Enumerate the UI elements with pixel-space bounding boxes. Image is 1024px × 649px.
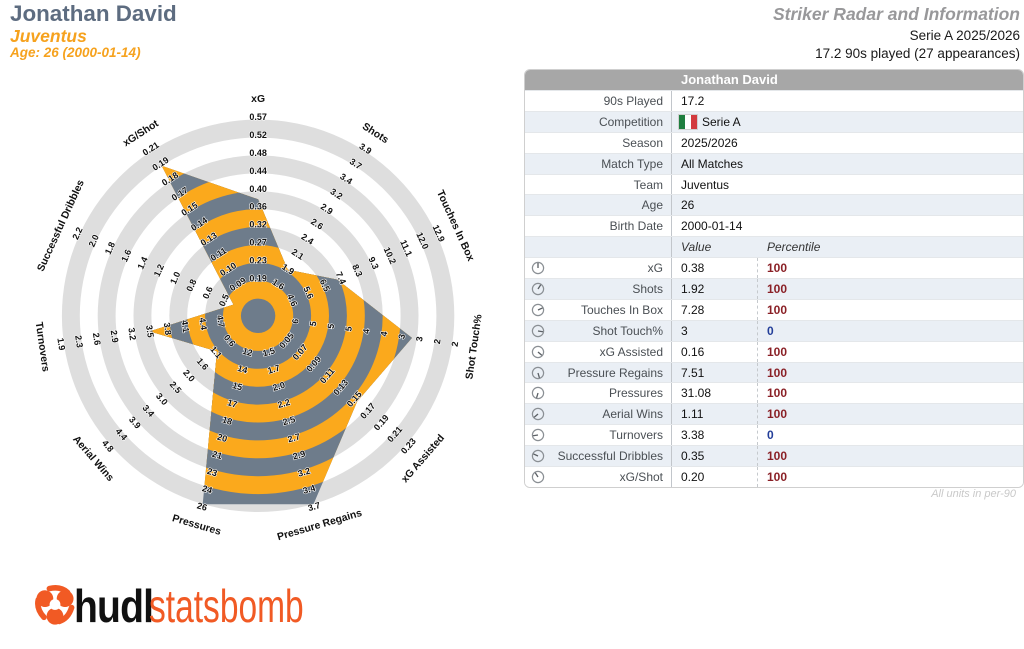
svg-text:3.2: 3.2 (297, 466, 312, 479)
svg-text:5: 5 (308, 321, 319, 327)
svg-text:1.9: 1.9 (55, 337, 67, 351)
svg-text:0.19: 0.19 (249, 273, 267, 283)
svg-text:0.32: 0.32 (249, 220, 267, 230)
svg-text:3.7: 3.7 (307, 500, 322, 513)
svg-text:12: 12 (241, 346, 253, 358)
svg-text:5: 5 (343, 326, 354, 332)
svg-text:4.7: 4.7 (215, 314, 227, 328)
svg-text:3.8: 3.8 (162, 322, 174, 336)
svg-text:2.6: 2.6 (91, 332, 103, 346)
svg-text:4.4: 4.4 (197, 317, 209, 331)
svg-text:Pressures: Pressures (171, 513, 223, 538)
svg-text:24: 24 (201, 483, 213, 495)
svg-text:17: 17 (226, 397, 238, 409)
svg-text:3: 3 (396, 333, 407, 339)
svg-text:0.52: 0.52 (249, 130, 267, 140)
svg-text:0.57: 0.57 (249, 112, 267, 122)
svg-text:Turnovers: Turnovers (33, 321, 51, 372)
svg-text:4.1: 4.1 (179, 319, 191, 333)
svg-text:14: 14 (236, 363, 248, 375)
svg-text:2.0: 2.0 (271, 380, 286, 393)
svg-text:0.23: 0.23 (249, 255, 267, 265)
svg-text:3.4: 3.4 (302, 483, 317, 496)
svg-text:xG: xG (251, 94, 265, 105)
svg-text:2: 2 (432, 338, 443, 344)
svg-text:0.44: 0.44 (249, 166, 267, 176)
svg-text:4: 4 (361, 328, 372, 334)
svg-text:15: 15 (231, 380, 243, 392)
svg-text:4: 4 (379, 331, 390, 337)
svg-text:2.2: 2.2 (276, 397, 291, 410)
svg-text:3: 3 (414, 336, 425, 342)
svg-text:0.27: 0.27 (249, 238, 267, 248)
svg-text:1.7: 1.7 (266, 363, 281, 376)
svg-text:9.3: 9.3 (366, 255, 380, 271)
svg-text:18: 18 (221, 414, 233, 426)
svg-text:2: 2 (450, 341, 461, 347)
svg-text:0.48: 0.48 (249, 148, 267, 158)
svg-text:3.2: 3.2 (126, 327, 138, 341)
svg-text:2.9: 2.9 (292, 448, 307, 461)
svg-text:5: 5 (326, 323, 337, 329)
svg-text:2.3: 2.3 (73, 335, 85, 349)
svg-text:26: 26 (196, 500, 208, 512)
svg-text:2.7: 2.7 (287, 431, 302, 444)
svg-text:Shot Touch%: Shot Touch% (464, 314, 484, 381)
svg-text:Pressure Regains: Pressure Regains (276, 508, 364, 543)
svg-text:0.36: 0.36 (249, 202, 267, 212)
svg-text:2.5: 2.5 (282, 414, 297, 427)
svg-text:8.3: 8.3 (350, 263, 364, 279)
svg-text:1.5: 1.5 (261, 345, 276, 358)
svg-text:23: 23 (206, 466, 218, 478)
svg-text:2.9: 2.9 (109, 330, 121, 344)
svg-text:21: 21 (211, 449, 223, 461)
svg-text:6: 6 (290, 318, 301, 324)
svg-text:0.40: 0.40 (249, 184, 267, 194)
svg-text:3.5: 3.5 (144, 324, 156, 338)
svg-text:20: 20 (216, 432, 228, 444)
